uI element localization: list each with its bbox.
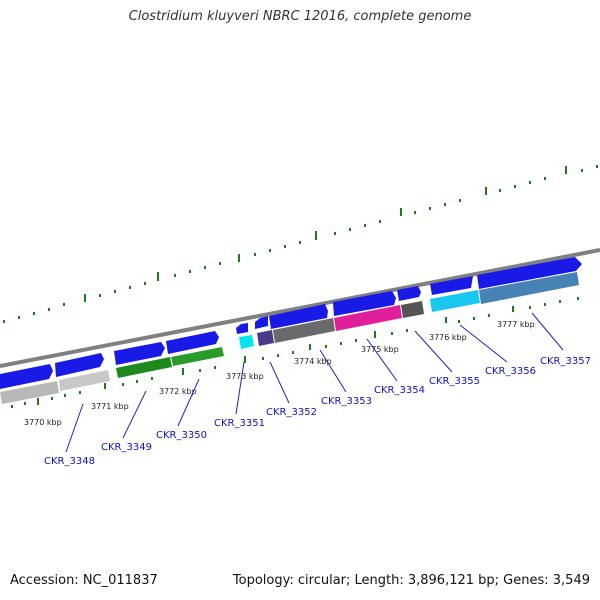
gene-label[interactable]: CKR_3354 [374,385,425,396]
scale-label: 3774 kbp [294,357,332,366]
gene-label[interactable]: CKR_3355 [429,376,480,387]
feature-block[interactable] [171,347,224,366]
cds-arrow[interactable] [0,364,53,390]
scale-label: 3775 kbp [361,345,399,354]
cds-arrow[interactable] [397,286,421,301]
gene-label[interactable]: CKR_3348 [44,456,95,467]
cds-arrow[interactable] [114,342,165,365]
scale-label: 3777 kbp [497,320,535,329]
gene-label[interactable]: CKR_3350 [156,430,207,441]
scale-labels: 3770 kbp 3771 kbp 3772 kbp 3773 kbp 3774… [24,320,535,427]
gene-label[interactable]: CKR_3349 [101,442,152,453]
gene-labels: CKR_3348 CKR_3349 CKR_3350 CKR_3351 CKR_… [44,356,591,467]
cds-arrow[interactable] [255,316,268,329]
feature-block[interactable] [257,330,274,346]
scale-label: 3770 kbp [24,418,62,427]
feature-block[interactable] [239,335,254,349]
feature-block[interactable] [273,318,335,343]
gene-label[interactable]: CKR_3353 [321,396,372,407]
leader-lines [65,312,564,453]
forward-strand [0,257,582,390]
feature-block[interactable] [59,370,110,391]
scale-label: 3773 kbp [226,372,264,381]
cds-arrow[interactable] [333,291,396,316]
cds-arrow[interactable] [269,304,328,329]
scale-label: 3771 kbp [91,402,129,411]
cds-arrow[interactable] [55,353,104,377]
gene-label[interactable]: CKR_3357 [540,356,591,367]
genome-summary-text: Topology: circular; Length: 3,896,121 bp… [232,573,590,588]
cds-arrow[interactable] [477,257,582,289]
feature-block[interactable] [479,272,579,304]
feature-block[interactable] [334,305,402,331]
cds-arrow[interactable] [430,276,473,295]
feature-block[interactable] [116,357,172,378]
reverse-strand [0,272,579,404]
gene-label[interactable]: CKR_3351 [214,418,265,429]
scale-label: 3772 kbp [159,387,197,396]
gene-label[interactable]: CKR_3352 [266,407,317,418]
scale-label: 3776 kbp [429,333,467,342]
cds-arrow[interactable] [166,331,219,354]
map-title: Clostridium kluyveri NBRC 12016, complet… [128,9,472,24]
outer-tick-ring [3,165,598,323]
cds-arrow[interactable] [236,323,248,334]
accession-text: Accession: NC_011837 [10,573,158,588]
genome-backbone [0,248,600,368]
gene-label[interactable]: CKR_3356 [485,366,536,377]
inner-tick-ring [11,297,579,408]
feature-block[interactable] [401,301,424,318]
feature-block[interactable] [0,381,59,404]
feature-block[interactable] [430,290,480,312]
